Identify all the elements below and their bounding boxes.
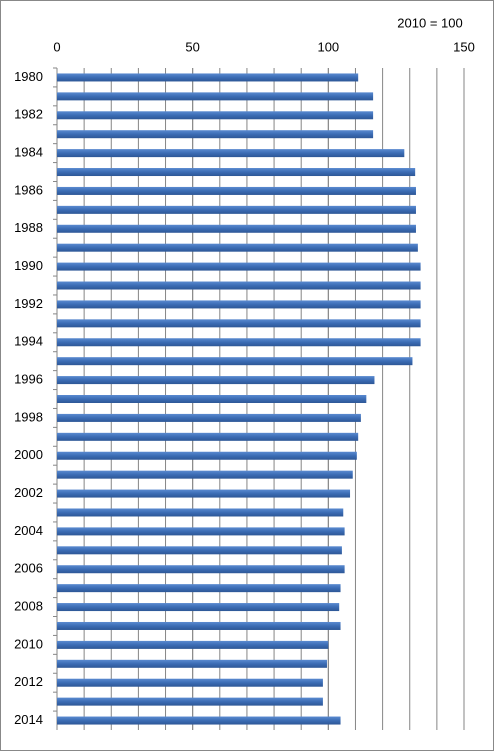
bar — [57, 527, 345, 536]
bar — [57, 73, 359, 82]
bar — [57, 168, 416, 177]
bar — [57, 338, 421, 347]
y-tick-label: 1998 — [14, 409, 43, 424]
bar — [57, 640, 329, 649]
y-tick-label: 2010 — [14, 636, 43, 651]
bar — [57, 130, 374, 139]
bar — [57, 413, 361, 422]
bar — [57, 432, 359, 441]
bar — [57, 716, 341, 725]
bar — [57, 546, 342, 555]
y-tick-label: 2002 — [14, 485, 43, 500]
bar — [57, 508, 344, 517]
bar — [57, 659, 327, 668]
y-tick-label: 1982 — [14, 107, 43, 122]
bar — [57, 678, 323, 687]
bar — [57, 149, 405, 158]
bar — [57, 565, 345, 574]
bar — [57, 92, 374, 101]
bar — [57, 376, 375, 385]
x-tick-label: 0 — [53, 39, 60, 54]
x-tick-label: 150 — [453, 39, 475, 54]
y-tick-label: 2000 — [14, 447, 43, 462]
y-tick-label: 2004 — [14, 523, 43, 538]
y-tick-label: 1988 — [14, 220, 43, 235]
bar — [57, 489, 351, 498]
bar — [57, 281, 421, 290]
y-tick-label: 2012 — [14, 674, 43, 689]
bar — [57, 111, 374, 120]
bar — [57, 603, 340, 612]
y-tick-label: 2006 — [14, 561, 43, 576]
bar — [57, 300, 421, 309]
y-tick-label: 1990 — [14, 258, 43, 273]
y-tick-label: 2014 — [14, 712, 43, 727]
bar — [57, 621, 341, 630]
y-tick-label: 1994 — [14, 334, 43, 349]
bar — [57, 395, 367, 403]
bar — [57, 451, 357, 460]
bar — [57, 697, 323, 706]
bar — [57, 470, 353, 479]
y-tick-label: 1986 — [14, 182, 43, 197]
x-tick-label: 50 — [185, 39, 199, 54]
annotation: 2010 = 100 — [397, 15, 462, 30]
y-tick-label: 1980 — [14, 69, 43, 84]
y-tick-label: 1996 — [14, 372, 43, 387]
bar — [57, 243, 418, 252]
x-tick-label: 100 — [317, 39, 339, 54]
bar — [57, 186, 416, 195]
bar — [57, 584, 341, 593]
y-tick-label: 1984 — [14, 145, 43, 160]
bar — [57, 262, 421, 271]
bar — [57, 224, 416, 233]
y-tick-label: 1992 — [14, 296, 43, 311]
bar — [57, 205, 416, 214]
y-tick-label: 2008 — [14, 598, 43, 613]
bar — [57, 319, 421, 328]
bar — [57, 357, 413, 366]
